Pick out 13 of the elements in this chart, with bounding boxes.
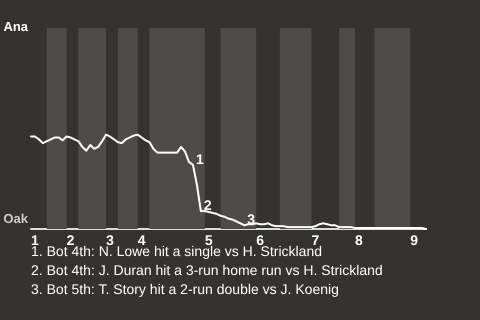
- x-tick-label: 9: [410, 232, 418, 248]
- text: Oak: [3, 211, 29, 226]
- text: 3. Bot 5th: T. Story hit a 2-run double vs J. Koenig: [31, 281, 339, 297]
- annotation: 1: [196, 150, 204, 167]
- text: Ana: [3, 19, 29, 34]
- x-tick-label: 7: [312, 232, 320, 248]
- annotation: 2: [204, 197, 212, 214]
- x-tick-label: 4: [138, 232, 146, 248]
- text: 2. Bot 4th: J. Duran hit a 3-run home run vs H. Strickland: [31, 262, 383, 278]
- x-tick-label: 5: [204, 232, 213, 248]
- x-tick-label: 2: [66, 232, 75, 248]
- x-tick-label: 3: [106, 232, 114, 248]
- x-tick-label: 8: [354, 232, 363, 248]
